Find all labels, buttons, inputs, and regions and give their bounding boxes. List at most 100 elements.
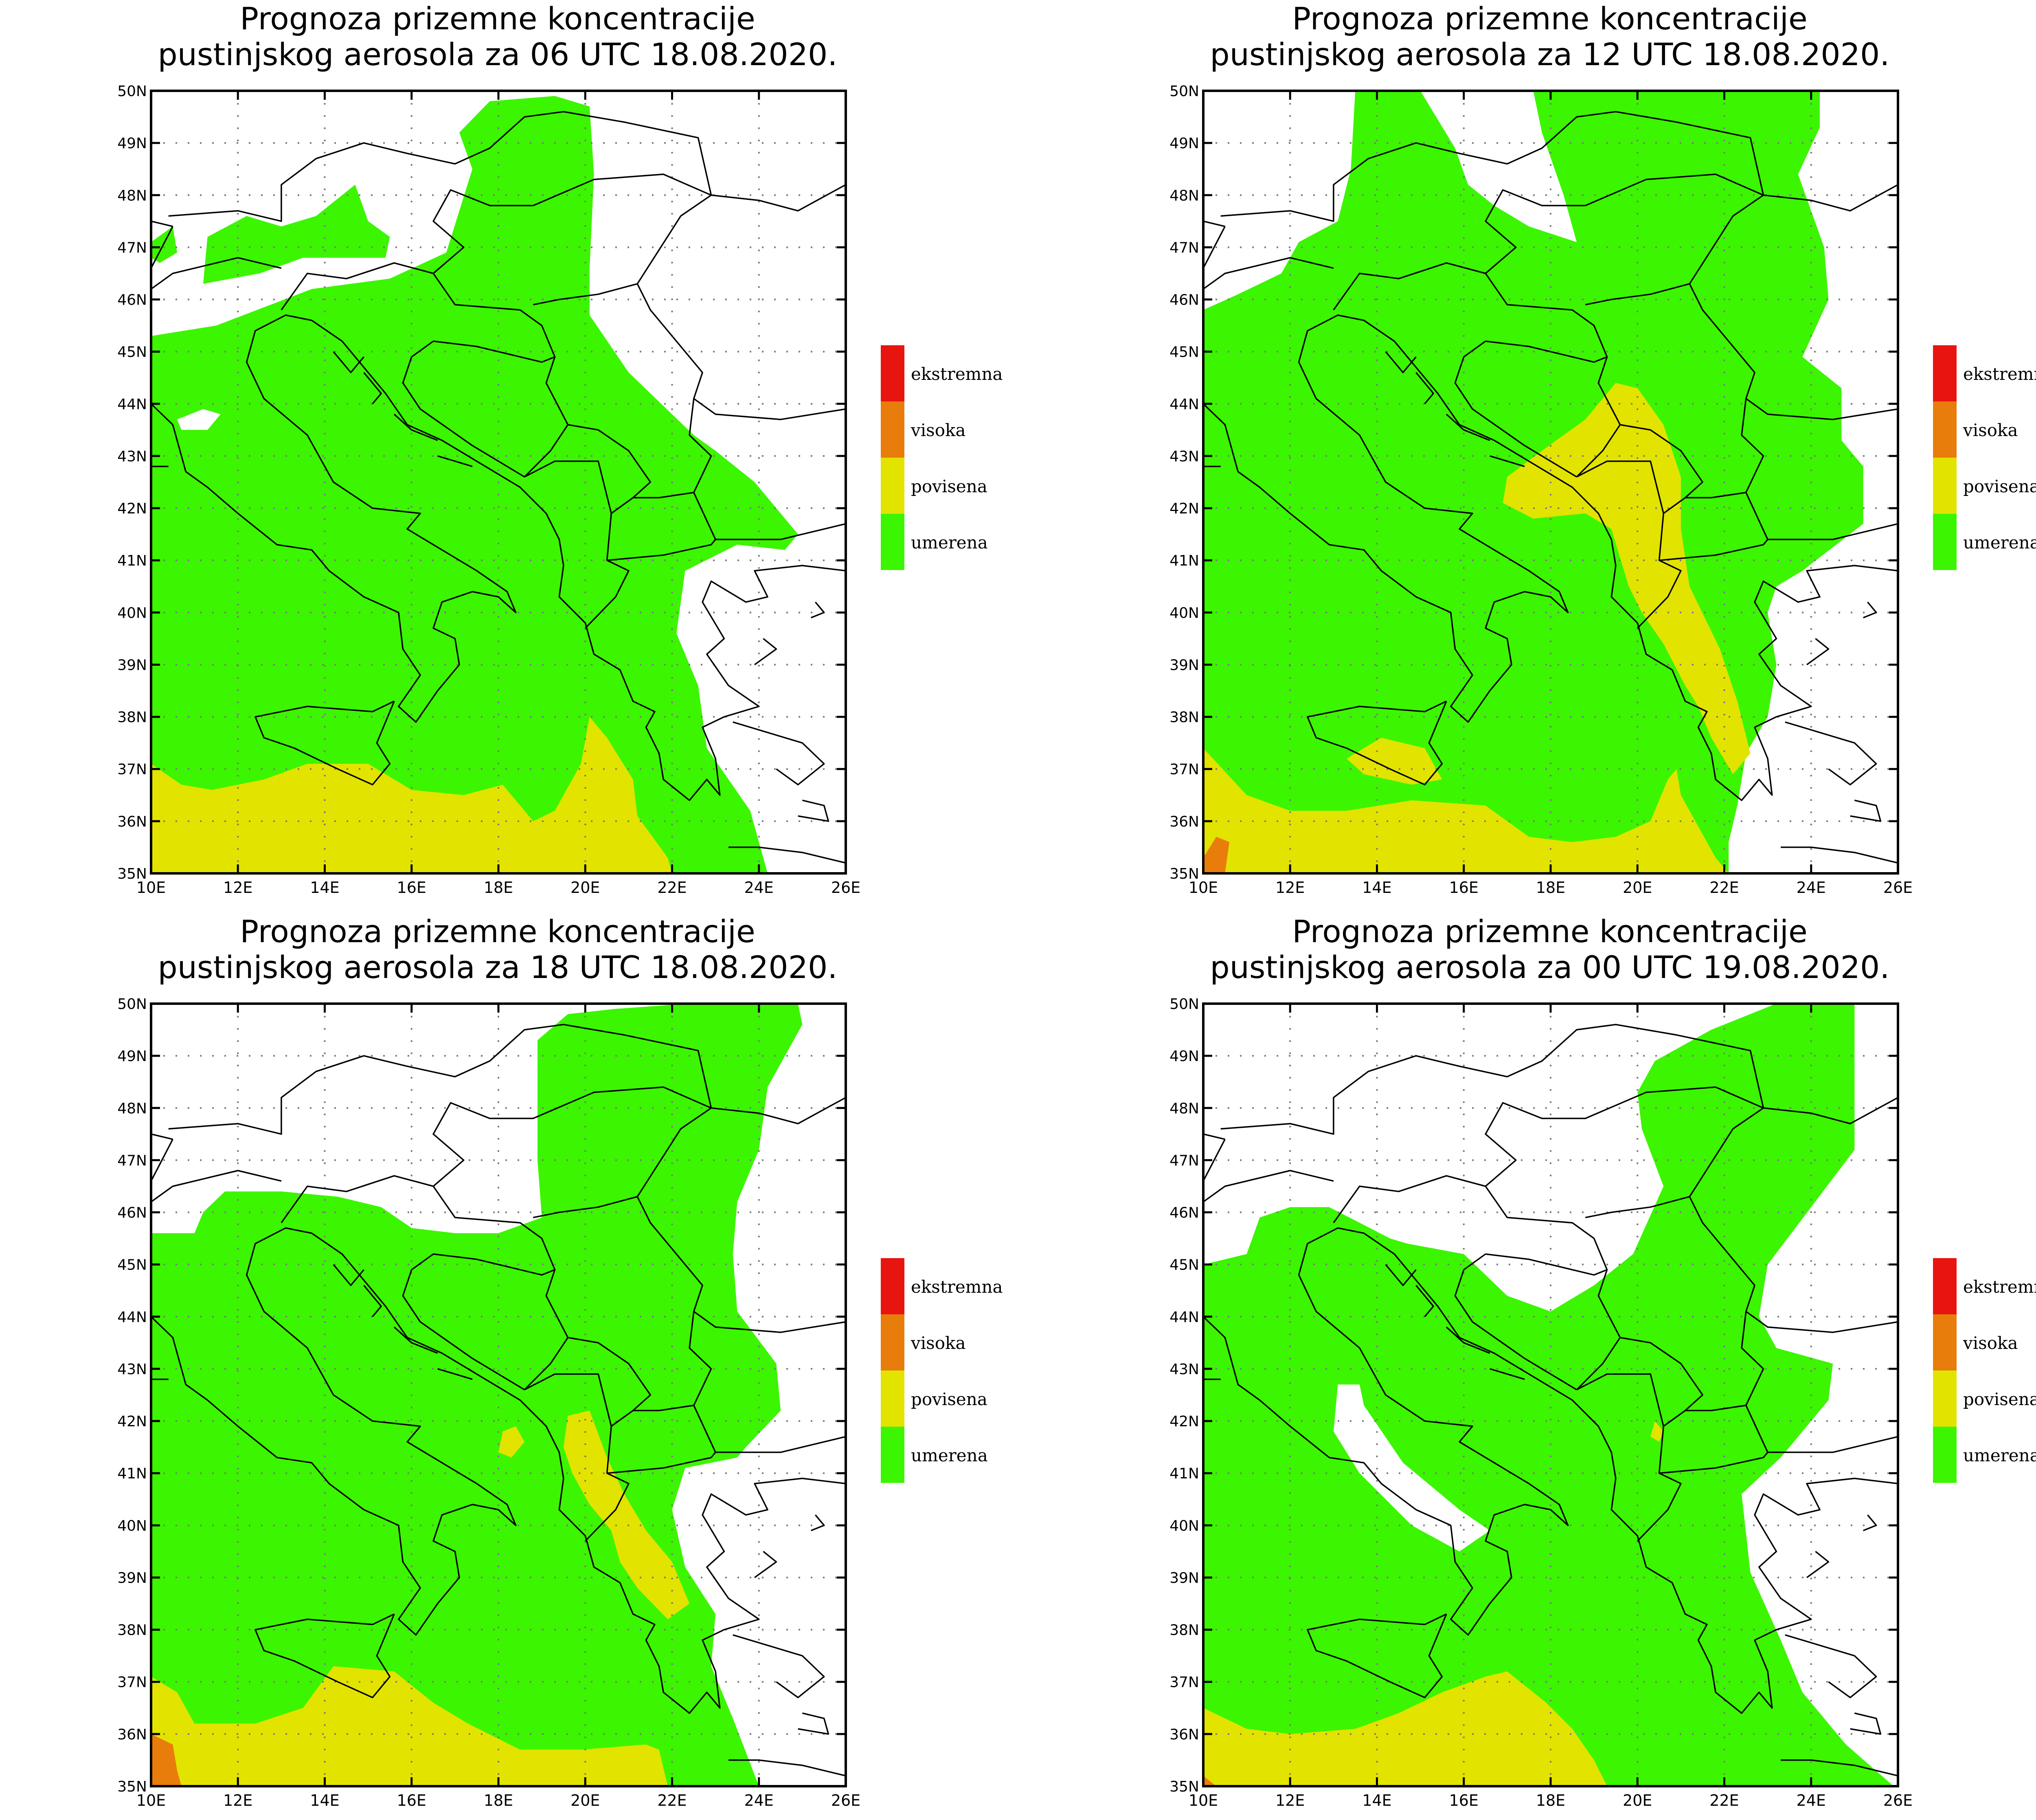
legend-label-povisena: povisena — [1963, 1389, 2036, 1409]
country-border — [151, 257, 282, 290]
legend-swatch-ekstremna — [1933, 1258, 1957, 1314]
area-umerena — [151, 96, 798, 873]
lat-tick-label: 39N — [117, 1570, 147, 1586]
panel-title-line1: Prognoza prizemne koncentracije — [240, 913, 755, 949]
lon-tick-label: 16E — [397, 879, 426, 897]
country-border — [811, 601, 825, 618]
country-border — [524, 460, 612, 514]
map-area — [1203, 91, 1898, 873]
country-border — [1637, 1404, 1746, 1542]
lon-tick-label: 14E — [310, 1791, 339, 1809]
country-border — [1203, 1133, 1225, 1140]
lat-tick-label: 45N — [117, 1257, 147, 1274]
lat-tick-label: 47N — [117, 239, 147, 256]
area-visoka — [151, 1734, 182, 1786]
country-border — [151, 220, 173, 227]
country-border — [433, 340, 555, 363]
country-border — [1659, 1452, 1768, 1474]
country-border — [607, 539, 716, 561]
lon-tick-label: 24E — [744, 1791, 774, 1809]
area-povisena — [1346, 737, 1442, 785]
country-border — [1490, 1368, 1525, 1380]
country-border — [333, 351, 364, 373]
country-border — [607, 1452, 716, 1474]
lat-tick-label: 35N — [1169, 866, 1199, 882]
lat-tick-label: 44N — [117, 1309, 147, 1326]
legend-swatch-visoka — [881, 1314, 904, 1370]
country-border — [1307, 700, 1447, 785]
country-border — [433, 1253, 555, 1276]
lat-tick-label: 45N — [117, 344, 147, 361]
lat-tick-label: 38N — [117, 1622, 147, 1639]
country-border — [1485, 340, 1608, 363]
lat-tick-label: 36N — [1169, 814, 1199, 830]
lat-tick-label: 36N — [1169, 1726, 1199, 1743]
legend-label-umerena: umerena — [1963, 533, 2036, 553]
area-umerena — [151, 226, 177, 263]
lon-tick-label: 16E — [1449, 879, 1479, 897]
legend-label-visoka: visoka — [1963, 1333, 2018, 1353]
map-panel-4: Prognoza prizemne koncentracijepustinjsk… — [1169, 913, 2036, 1809]
lon-tick-label: 24E — [1797, 1791, 1826, 1809]
country-border — [585, 491, 694, 629]
lat-tick-label: 35N — [117, 1778, 147, 1795]
country-border — [798, 799, 829, 822]
legend-label-visoka: visoka — [910, 420, 966, 440]
legend-label-umerena: umerena — [1963, 1445, 2036, 1465]
lat-tick-label: 40N — [1169, 1517, 1199, 1534]
lat-tick-label: 36N — [117, 814, 147, 830]
legend-label-ekstremna: ekstremna — [911, 364, 1003, 384]
map-panel-3: Prognoza prizemne koncentracijepustinjsk… — [117, 913, 1003, 1809]
country-border — [1203, 220, 1225, 227]
country-border — [1620, 424, 1703, 498]
country-border — [1850, 1712, 1882, 1735]
country-border — [1659, 539, 1768, 561]
country-border — [1307, 1613, 1447, 1698]
country-border — [1220, 1024, 1764, 1135]
country-border — [1785, 721, 1877, 785]
country-border — [733, 721, 825, 785]
map-area — [151, 1004, 846, 1786]
lon-tick-label: 14E — [1362, 879, 1391, 897]
legend-label-ekstremna: ekstremna — [1963, 364, 2036, 384]
lon-tick-label: 18E — [484, 879, 513, 897]
lon-tick-label: 26E — [1883, 879, 1913, 897]
country-border — [1781, 846, 1898, 864]
area-povisena — [151, 717, 672, 873]
lon-tick-label: 22E — [657, 1791, 687, 1809]
country-border — [1203, 1227, 1898, 1714]
area-povisena — [563, 1410, 690, 1619]
country-border — [363, 372, 382, 404]
lon-tick-label: 22E — [657, 879, 687, 897]
lat-tick-label: 41N — [117, 1465, 147, 1482]
lat-tick-label: 40N — [117, 1517, 147, 1534]
country-border — [524, 1373, 612, 1427]
legend-swatch-ekstremna — [881, 345, 904, 401]
country-border — [1203, 314, 1898, 801]
country-border — [1763, 1097, 1898, 1125]
area-umerena — [203, 184, 390, 284]
lat-tick-label: 50N — [117, 83, 147, 100]
lat-tick-label: 49N — [117, 135, 147, 152]
legend-swatch-visoka — [1933, 1314, 1957, 1370]
legend-swatch-ekstremna — [881, 1258, 904, 1314]
area-umerena — [1203, 1004, 1894, 1786]
area-white — [1333, 1384, 1490, 1552]
country-border — [1415, 1285, 1434, 1317]
legend-swatch-umerena — [1933, 514, 1957, 570]
lat-tick-label: 45N — [1169, 344, 1199, 361]
country-border — [151, 1133, 173, 1140]
country-border — [1203, 1139, 1226, 1182]
country-border — [168, 1024, 712, 1135]
country-border — [1763, 184, 1898, 212]
area-povisena — [1503, 383, 1751, 774]
panel-title-line1: Prognoza prizemne koncentracije — [1292, 0, 1808, 37]
legend: ekstremna visoka povisena umerena — [881, 345, 1003, 570]
lon-tick-label: 26E — [831, 1791, 860, 1809]
legend-label-povisena: povisena — [911, 476, 987, 496]
lat-tick-label: 38N — [1169, 709, 1199, 726]
legend-swatch-povisena — [1933, 1370, 1957, 1427]
country-border — [1220, 111, 1764, 222]
country-border — [1446, 414, 1490, 441]
country-border — [1203, 257, 1334, 290]
